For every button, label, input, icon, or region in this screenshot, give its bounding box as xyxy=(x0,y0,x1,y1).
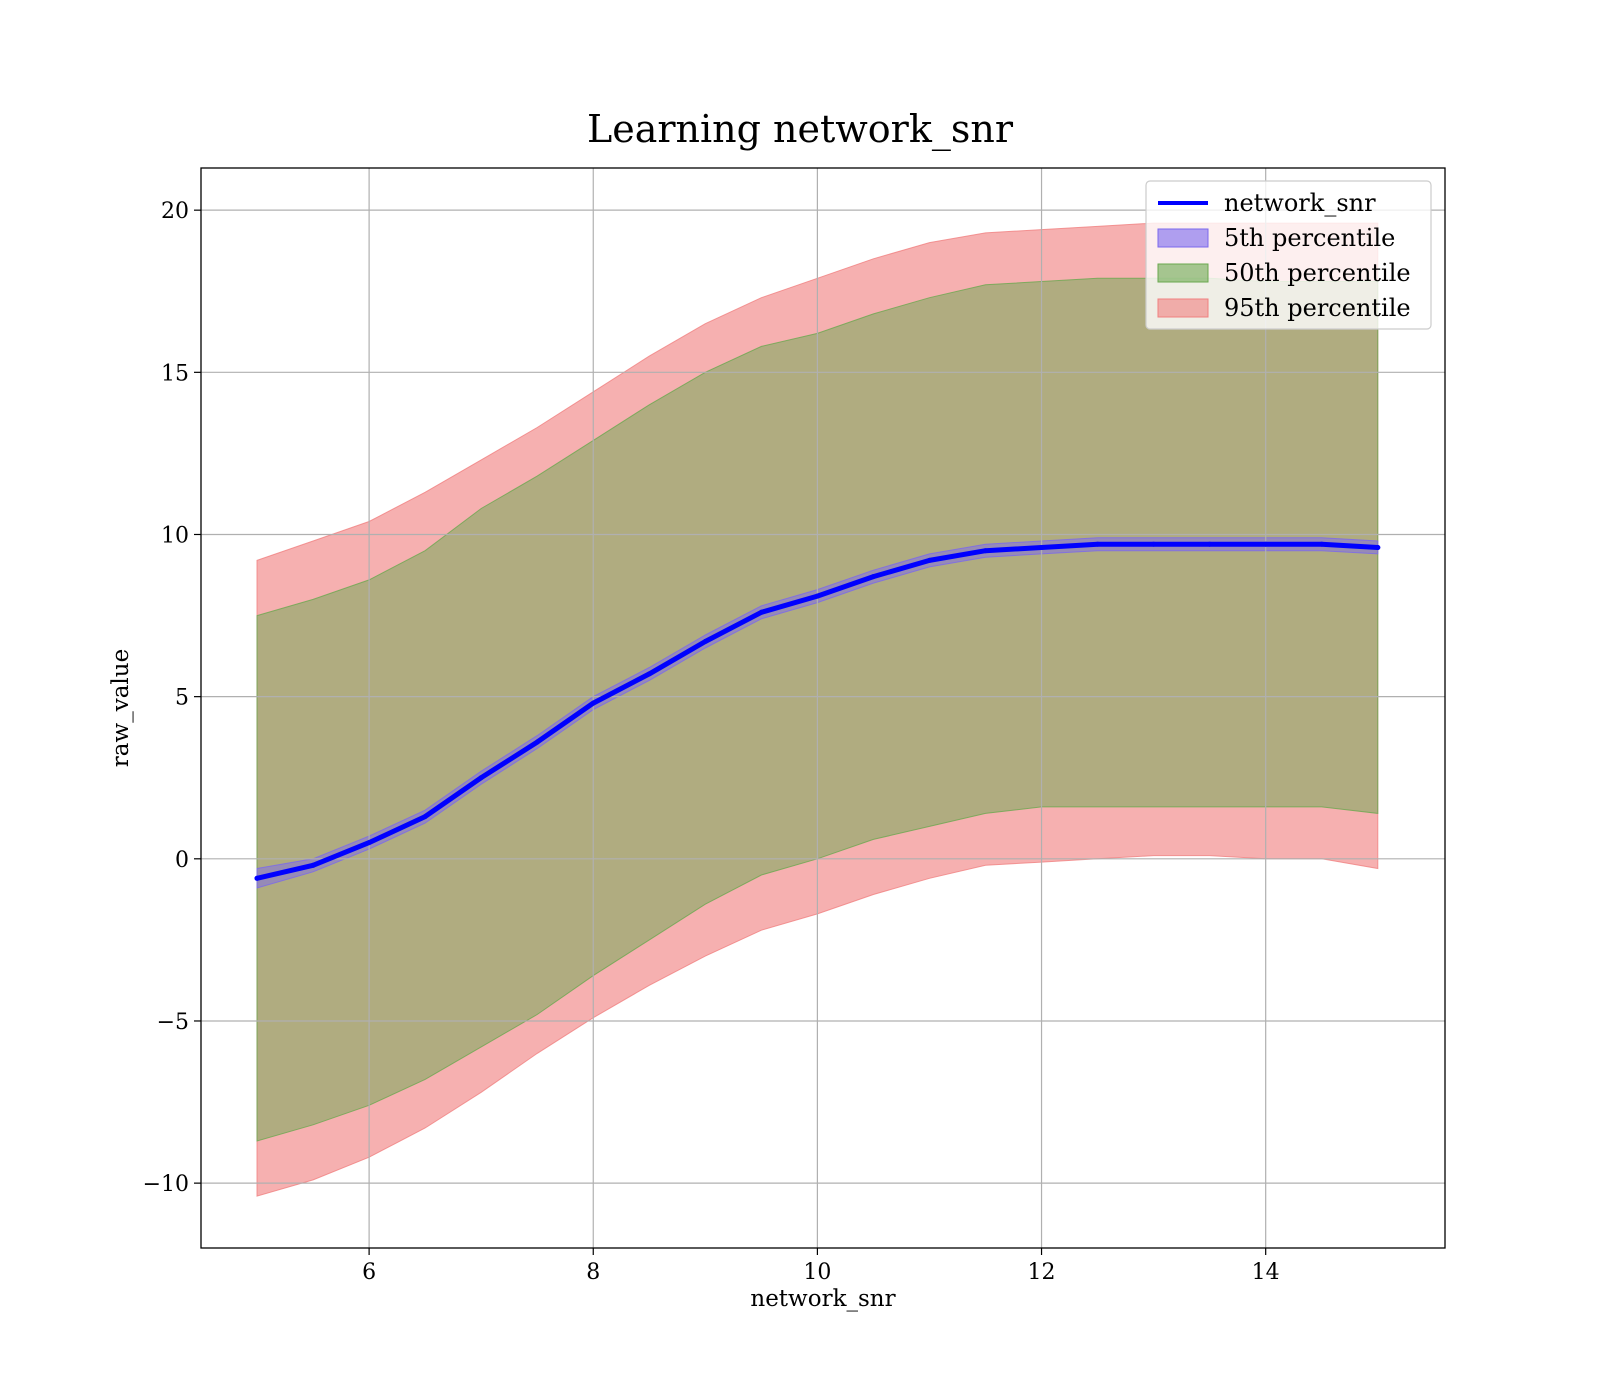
legend-label: 95th percentile xyxy=(1224,294,1411,322)
x-axis-ticks: 6 8 10 12 14 xyxy=(362,1248,1280,1285)
y-tick-label: −5 xyxy=(157,1010,189,1035)
x-tick-label: 6 xyxy=(362,1260,376,1285)
legend-box xyxy=(1145,180,1432,330)
y-tick-label: 5 xyxy=(175,686,189,711)
series-point xyxy=(422,814,428,820)
series-point xyxy=(983,548,988,554)
y-tick-label: 0 xyxy=(175,848,189,873)
y-tick-label: 20 xyxy=(161,199,189,224)
x-tick-label: 14 xyxy=(1252,1260,1280,1285)
x-tick-label: 12 xyxy=(1028,1260,1056,1285)
grid xyxy=(201,168,1445,1248)
series-point xyxy=(1319,541,1325,547)
series-point xyxy=(1375,545,1381,550)
x-tick-label: 10 xyxy=(803,1260,831,1285)
y-tick-label: −10 xyxy=(143,1172,189,1197)
series-point xyxy=(534,739,540,745)
series-point xyxy=(870,574,876,580)
chart-title: Learning network_snr xyxy=(587,107,1014,152)
x-axis-label: network_snr xyxy=(750,1286,895,1312)
legend-label: 50th percentile xyxy=(1224,259,1411,287)
series-point xyxy=(1095,541,1101,547)
series-point xyxy=(1207,541,1213,547)
series-point xyxy=(254,875,260,881)
series-point xyxy=(758,609,764,615)
x-tick-label: 8 xyxy=(586,1260,600,1285)
y-axis-ticks: −10 −5 0 5 10 15 20 xyxy=(143,199,201,1197)
series-point xyxy=(590,700,596,706)
plot-frame xyxy=(200,167,1446,1249)
y-tick-label: 10 xyxy=(161,523,189,548)
series-point xyxy=(646,671,652,677)
legend-swatch xyxy=(1157,298,1209,318)
series-point xyxy=(1151,541,1157,547)
series-point xyxy=(927,557,932,563)
y-tick-label: 15 xyxy=(161,361,189,386)
series-point xyxy=(702,639,708,644)
series-point xyxy=(366,840,372,846)
line-layer xyxy=(254,541,1381,881)
series-point xyxy=(1039,545,1044,550)
legend-label: 5th percentile xyxy=(1224,224,1395,252)
series-point xyxy=(814,593,820,599)
y-axis-label: raw_value xyxy=(108,649,134,767)
legend-swatch xyxy=(1157,263,1209,283)
series-point xyxy=(310,862,316,868)
legend: network_snr 5th percentile 50th percentile… xyxy=(1145,180,1432,330)
legend-label: network_snr xyxy=(1224,189,1376,217)
series-point xyxy=(478,775,484,781)
legend-swatch xyxy=(1157,228,1209,248)
series-point xyxy=(1263,541,1269,547)
